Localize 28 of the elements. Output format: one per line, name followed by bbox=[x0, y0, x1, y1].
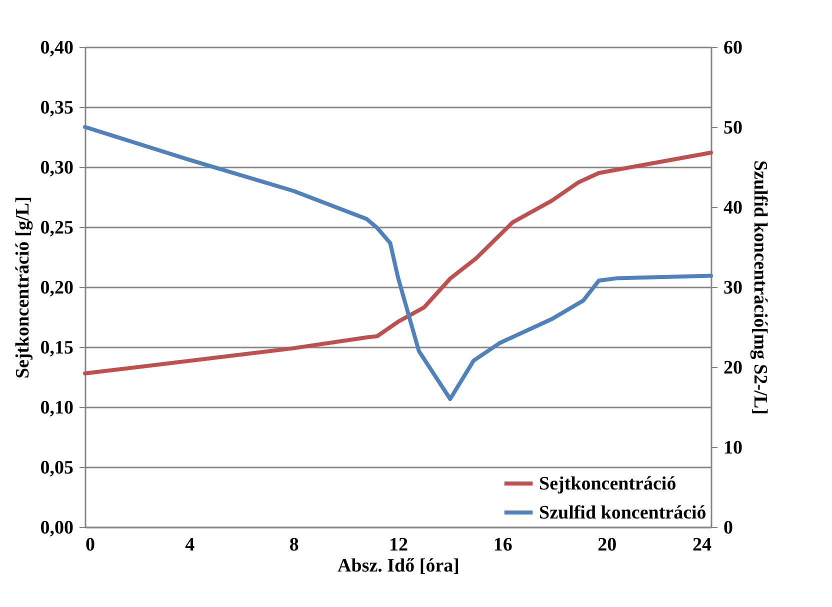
y-tick-label: 0,10 bbox=[40, 398, 74, 418]
y2-tick-label: 50 bbox=[724, 118, 742, 138]
x-tick-label: 4 bbox=[185, 534, 196, 556]
y-tick-label: 0,05 bbox=[40, 458, 74, 478]
y2-tick-label: 60 bbox=[724, 38, 742, 58]
y-tick-label: 0,35 bbox=[40, 98, 74, 118]
x-tick-label: 24 bbox=[692, 534, 712, 556]
y-tick-label: 0,30 bbox=[40, 158, 74, 178]
y2-axis-title: Szulfid koncentráció[mg S2-/L] bbox=[750, 160, 770, 415]
x-tick-label: 20 bbox=[598, 534, 617, 556]
x-tick-label: 0 bbox=[86, 534, 95, 556]
y-tick-label: 0,00 bbox=[40, 518, 74, 538]
y-tick-label: 0,40 bbox=[40, 38, 74, 58]
x-axis-title: Absz. Idő [óra] bbox=[338, 556, 460, 576]
legend-label: Sejtkoncentráció bbox=[539, 474, 676, 494]
x-tick-label: 12 bbox=[389, 534, 408, 556]
y-axis-title: Sejtkoncentráció [g/L] bbox=[12, 196, 34, 379]
x-tick-label: 8 bbox=[289, 534, 299, 556]
y2-tick-label: 0 bbox=[724, 518, 733, 538]
y2-tick-label: 30 bbox=[724, 278, 742, 298]
y2-tick-label: 40 bbox=[724, 198, 742, 218]
legend-label: Szulfid koncentráció bbox=[539, 502, 706, 524]
y-tick-label: 0,25 bbox=[40, 218, 74, 238]
y-tick-label: 0,15 bbox=[40, 338, 74, 358]
y-tick-label: 0,20 bbox=[40, 278, 74, 298]
y2-tick-label: 20 bbox=[724, 358, 742, 378]
y2-tick-label: 10 bbox=[724, 438, 742, 458]
x-tick-label: 16 bbox=[493, 534, 512, 556]
